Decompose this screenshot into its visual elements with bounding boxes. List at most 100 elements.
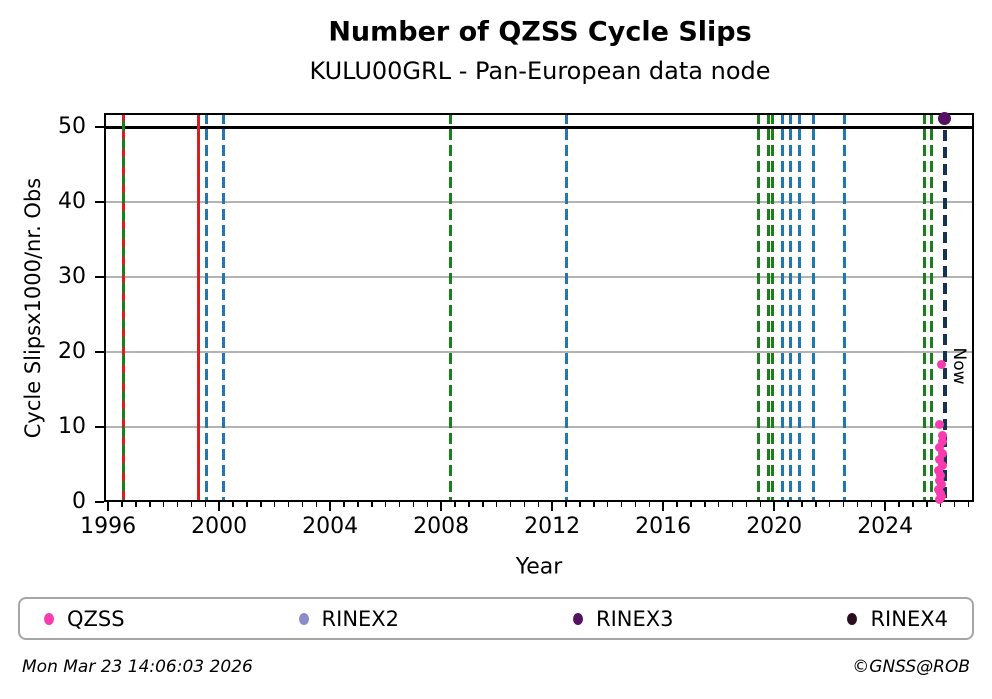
x-minor-tick <box>301 502 304 507</box>
data-point-qzss <box>933 466 943 476</box>
event-line <box>221 113 225 502</box>
x-minor-tick <box>190 502 193 507</box>
x-major-tick <box>662 502 665 511</box>
x-minor-tick <box>745 502 748 507</box>
x-minor-tick <box>606 502 609 507</box>
y-axis-label: Cycle Slipsx1000/nr. Obs <box>21 177 45 439</box>
event-line <box>930 113 934 502</box>
threshold-line <box>104 125 974 129</box>
x-minor-tick <box>426 502 429 507</box>
data-point-qzss <box>937 460 947 470</box>
x-minor-tick <box>343 502 345 507</box>
y-tick-label: 30 <box>58 264 86 290</box>
data-point-qzss <box>934 454 944 464</box>
qzss-marker-icon <box>44 612 54 625</box>
x-minor-tick <box>620 502 623 507</box>
y-tick-label: 50 <box>58 114 86 140</box>
x-minor-tick <box>204 502 207 507</box>
data-point-qzss <box>937 448 947 458</box>
x-tick-label: 2016 <box>635 514 692 539</box>
data-point-qzss <box>938 436 948 446</box>
legend: QZSS RINEX2 RINEX3 RINEX4 <box>18 597 974 640</box>
data-point-qzss <box>936 359 946 369</box>
y-gridline <box>104 426 974 429</box>
event-line <box>205 113 209 502</box>
x-minor-tick <box>870 502 873 507</box>
y-tick-label: 40 <box>58 189 86 215</box>
x-minor-tick <box>856 502 859 507</box>
y-tick-label: 0 <box>72 489 86 514</box>
rinex3-marker-icon <box>573 612 583 625</box>
event-line <box>781 113 785 502</box>
x-major-tick <box>773 502 776 511</box>
x-minor-tick <box>454 502 456 507</box>
x-minor-tick <box>315 502 318 507</box>
x-minor-tick <box>565 502 567 507</box>
event-line <box>449 113 453 502</box>
timestamp-text: Mon Mar 23 14:06:03 2026 <box>22 657 253 677</box>
legend-item-rinex4: RINEX4 <box>847 607 948 631</box>
x-minor-tick <box>260 502 262 507</box>
x-minor-tick <box>149 502 151 507</box>
data-point-qzss <box>937 480 947 490</box>
x-minor-tick <box>828 502 831 507</box>
rinex2-marker-icon <box>298 612 309 625</box>
x-minor-tick <box>926 502 928 507</box>
x-minor-tick <box>482 502 484 507</box>
legend-label-qzss: QZSS <box>67 606 125 631</box>
y-tick <box>95 501 104 503</box>
x-minor-tick <box>579 502 581 507</box>
x-major-tick <box>440 502 443 511</box>
event-line <box>121 113 125 502</box>
y-gridline <box>104 351 974 354</box>
x-minor-tick <box>967 502 970 507</box>
y-gridline <box>104 201 974 204</box>
x-minor-tick <box>648 502 651 507</box>
x-minor-tick <box>162 502 165 507</box>
x-minor-tick <box>371 502 373 507</box>
x-tick-label: 2024 <box>857 514 914 539</box>
x-minor-tick <box>898 502 900 507</box>
x-tick-label: 2008 <box>413 514 470 539</box>
event-line <box>196 113 200 502</box>
x-minor-tick <box>509 502 512 507</box>
x-minor-tick <box>176 502 179 507</box>
x-minor-tick <box>842 502 845 507</box>
x-major-tick <box>329 502 332 511</box>
x-minor-tick <box>246 502 248 507</box>
event-line <box>767 113 771 502</box>
x-minor-tick <box>704 502 706 507</box>
data-point-rinex3 <box>938 111 952 125</box>
x-minor-tick <box>273 502 276 507</box>
x-minor-tick <box>495 502 498 507</box>
event-line <box>923 113 927 502</box>
x-minor-tick <box>232 502 234 507</box>
x-tick-label: 2004 <box>302 514 359 539</box>
x-minor-tick <box>759 502 762 507</box>
event-line <box>771 113 775 502</box>
event-line <box>757 113 761 502</box>
legend-label-rinex3: RINEX3 <box>596 606 674 631</box>
x-major-tick <box>107 502 110 511</box>
x-minor-tick <box>815 502 817 507</box>
x-minor-tick <box>731 502 734 507</box>
y-tick-label: 20 <box>58 339 86 365</box>
x-major-tick <box>551 502 554 511</box>
x-minor-tick <box>135 502 137 507</box>
x-minor-tick <box>787 502 789 507</box>
event-line <box>789 113 793 502</box>
x-axis-label: Year <box>515 554 563 580</box>
y-tick-label: 10 <box>58 414 86 440</box>
x-minor-tick <box>939 502 942 507</box>
y-tick <box>95 351 104 354</box>
x-minor-tick <box>690 502 692 507</box>
event-line <box>811 113 815 502</box>
x-tick-label: 2020 <box>746 514 803 539</box>
x-major-tick <box>884 502 887 511</box>
x-tick-label: 2000 <box>191 514 248 539</box>
x-minor-tick <box>912 502 914 507</box>
event-line <box>797 113 801 502</box>
x-minor-tick <box>801 502 803 507</box>
event-line <box>843 113 847 502</box>
x-minor-tick <box>412 502 415 507</box>
